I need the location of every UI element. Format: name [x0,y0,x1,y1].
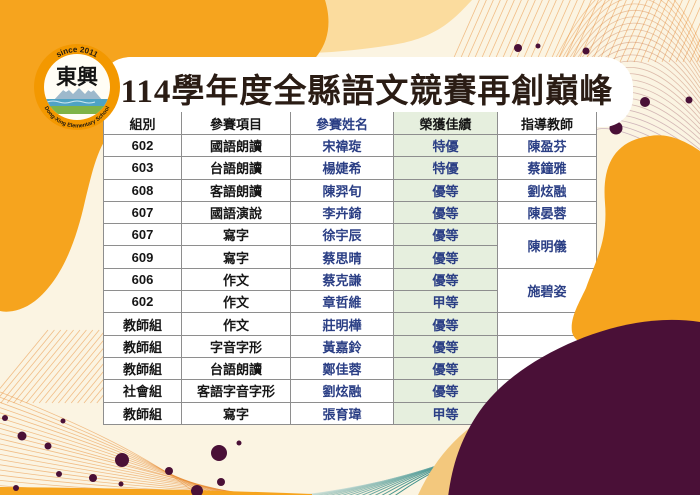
award-cell: 優等 [393,356,498,381]
teacher-cell: 蔡鐘雅 [497,156,597,180]
name-cell: 黃嘉鈴 [290,334,394,358]
group-cell: 606 [103,267,182,292]
name-cell: 徐宇辰 [290,223,394,247]
item-cell: 國語朗讀 [181,133,291,158]
item-cell: 寫字 [181,401,291,425]
group-cell: 607 [103,200,182,225]
table-row: 608 客語朗讀 陳羿旬 優等 劉炫融 [103,178,597,202]
award-cell: 優等 [393,379,498,403]
teacher-cell [497,334,597,358]
table-header-row: 組別 參賽項目 參賽姓名 榮獲佳績 指導教師 [103,112,597,135]
group-cell: 607 [103,223,182,247]
name-cell: 蔡克謙 [290,267,394,292]
teacher-cell [497,356,597,381]
header-item: 參賽項目 [181,112,291,135]
table-row: 教師組 台語朗讀 鄭佳蓉 優等 [103,356,597,381]
award-cell: 甲等 [393,290,498,314]
table-row: 教師組 寫字 張育瑋 甲等 [103,401,597,425]
teacher-cell: 陳明儀 [497,223,597,269]
name-cell: 李卉錡 [290,200,394,225]
header-teacher: 指導教師 [497,112,597,135]
header-award: 榮獲佳績 [393,112,498,135]
item-cell: 作文 [181,312,291,336]
teacher-cell: 施碧姿 [497,267,597,314]
table-row: 607 寫字 徐宇辰 優等 陳明儀 [103,223,597,269]
award-cell: 優等 [393,178,498,202]
teacher-cell [497,379,597,403]
award-cell: 優等 [393,245,498,269]
logo-school-name: 東興 [56,65,98,89]
school-logo: since 2011 東興 Dong-Xing Elementary Schoo… [34,44,120,130]
name-cell: 章哲維 [290,290,394,314]
teacher-cell [497,312,597,336]
group-cell: 社會組 [103,379,182,403]
table-row: 603 台語朗讀 楊婕希 特優 蔡鐘雅 [103,156,597,180]
group-cell: 教師組 [103,401,182,425]
teacher-cell: 陳晏蓉 [497,200,597,225]
item-cell: 國語演說 [181,200,291,225]
award-cell: 優等 [393,267,498,292]
peach-shape [250,0,472,53]
table-row: 607 國語演說 李卉錡 優等 陳晏蓉 [103,200,597,225]
name-cell: 劉炫融 [290,379,394,403]
item-cell: 台語朗讀 [181,356,291,381]
award-cell: 優等 [393,200,498,225]
item-cell: 字音字形 [181,334,291,358]
group-cell: 教師組 [103,356,182,381]
award-cell: 特優 [393,133,498,158]
name-cell: 楊婕希 [290,156,394,180]
group-cell: 教師組 [103,312,182,336]
table-row: 教師組 作文 莊明樺 優等 [103,312,597,336]
item-cell: 作文 [181,290,291,314]
name-cell: 蔡思晴 [290,245,394,269]
header-name: 參賽姓名 [290,112,394,135]
name-cell: 宋禕琁 [290,133,394,158]
results-table: 組別 參賽項目 參賽姓名 榮獲佳績 指導教師 602 國語朗讀 宋禕琁 特優 陳盈芬 60… [103,112,597,425]
item-cell: 客語字音字形 [181,379,291,403]
item-cell: 寫字 [181,223,291,247]
group-cell: 602 [103,133,182,158]
item-cell: 台語朗讀 [181,156,291,180]
table-row: 606 作文 蔡克謙 優等 施碧姿 [103,267,597,314]
teacher-cell: 劉炫融 [497,178,597,202]
name-cell: 莊明樺 [290,312,394,336]
group-cell: 603 [103,156,182,180]
award-cell: 優等 [393,312,498,336]
group-cell: 609 [103,245,182,269]
name-cell: 陳羿旬 [290,178,394,202]
group-cell: 602 [103,290,182,314]
group-cell: 教師組 [103,334,182,358]
name-cell: 鄭佳蓉 [290,356,394,381]
teacher-cell: 陳盈芬 [497,133,597,158]
table-row: 602 國語朗讀 宋禕琁 特優 陳盈芬 [103,133,597,158]
award-cell: 優等 [393,334,498,358]
name-cell: 張育瑋 [290,401,394,425]
award-cell: 特優 [393,156,498,180]
item-cell: 客語朗讀 [181,178,291,202]
teacher-cell [497,401,597,425]
item-cell: 作文 [181,267,291,292]
group-cell: 608 [103,178,182,202]
table-row: 教師組 字音字形 黃嘉鈴 優等 [103,334,597,358]
item-cell: 寫字 [181,245,291,269]
table-row: 社會組 客語字音字形 劉炫融 優等 [103,379,597,403]
orange-strip-bottom [0,487,312,495]
award-cell: 優等 [393,223,498,247]
award-cell: 甲等 [393,401,498,425]
